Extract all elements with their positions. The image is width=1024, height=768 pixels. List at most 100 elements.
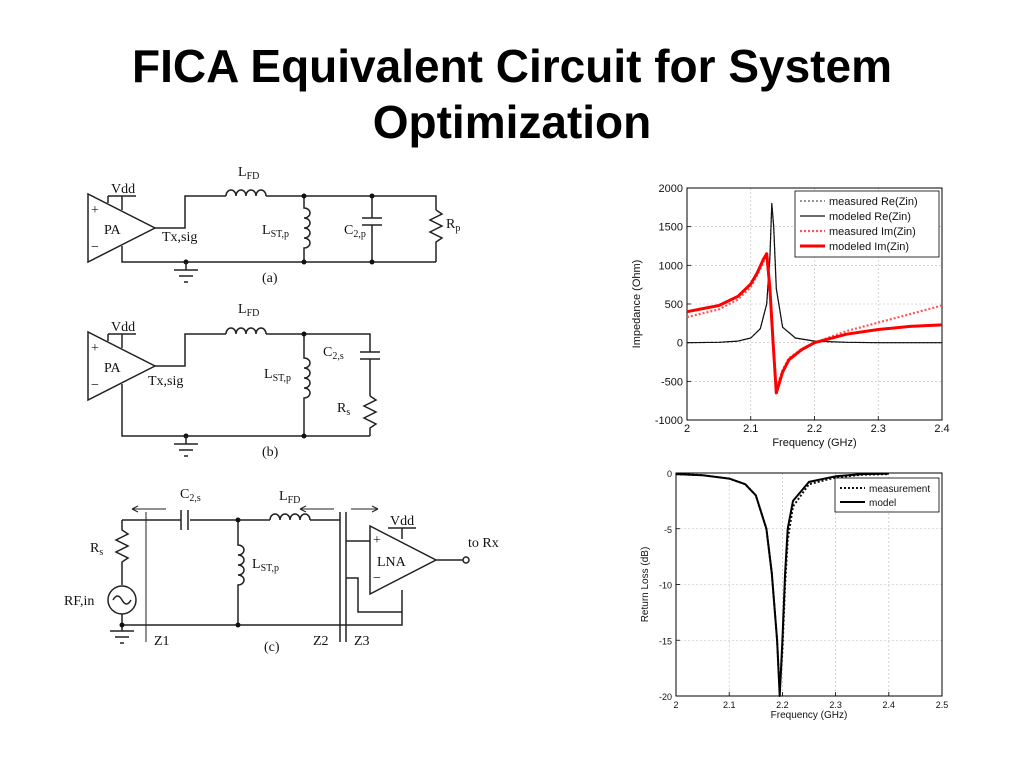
capacitor-c-c [180,510,189,530]
x-tick-label: 2.2 [776,700,789,710]
legend-entry: measured Im(Zin) [829,226,916,238]
legend-entry: measurement [869,484,930,495]
amp-label-b: PA [104,361,122,376]
resistor-rs-c [114,520,130,585]
y-tick-label: 1500 [659,222,683,234]
y-axis-label: Return Loss (dB) [640,547,651,623]
node-dot-c2 [235,622,241,628]
source-label-c: RF,in [64,594,94,609]
y-tick-label: 500 [665,299,683,311]
c-label-b: C2,s [323,345,344,362]
node-dot-b2 [301,433,307,439]
z2-arrow-icon [299,505,334,513]
node-dot-c1 [235,517,241,523]
z3-label: Z3 [354,634,370,649]
series-line-2 [686,256,943,391]
vdd-label-a: Vdd [111,182,135,197]
y-tick-label: -500 [661,376,683,388]
return-loss-chart: 2 2.1 2.2 2.3 2.4 2.5 -20 -15 -10 -5 0 Frequency (G… [640,469,949,721]
x-tick-label: 2.1 [723,700,736,710]
x-axis-label: Frequency (GHz) [771,710,848,721]
top-rail-a [266,195,437,210]
lna-amplifier [369,524,438,596]
pa-out-wire-a [155,195,226,229]
slide-title: FICA Equivalent Circuit for System Optim… [0,38,1024,150]
inductor-lst-c [237,520,245,625]
minus-label-b: − [91,378,99,393]
node-dot-a1 [301,193,307,199]
node-dot-a4 [369,259,375,265]
x-tick-label: 2.1 [743,423,758,435]
c-label-c: C2,s [180,487,201,504]
series-line-1 [686,202,942,344]
legend-entry: modeled Re(Zin) [829,211,911,223]
minus-label-c: − [373,571,381,586]
caption-c: (c) [264,640,280,655]
plot-frame [686,187,943,421]
inductor-lfd-b [225,327,267,335]
caption-a: (a) [262,271,278,286]
vdd-rail-c [388,527,416,539]
amp-label-c: LNA [377,555,407,570]
y-axis-label: Impedance (Ohm) [631,260,643,349]
top-rail-b [266,333,371,352]
series-line-3 [686,252,943,395]
rp-label-a: Rp [446,217,460,234]
ground-rail-a [121,246,436,263]
lfd-label-c: LFD [279,489,300,506]
y-tick-label: -1000 [655,415,683,427]
plus-label-a: + [91,203,99,218]
amp-label-a: PA [104,223,122,238]
output-terminal-icon [462,556,470,564]
ground-rail-c [121,590,403,626]
x-tick-label: 2.4 [934,423,949,435]
slide-title-line-1: FICA Equivalent Circuit for System [132,40,892,92]
circuit-b-group: Vdd + − PA Tx,sig LFD LST,p C2,s Rs (b) [87,302,380,460]
x-tick-label: 2.5 [936,700,949,710]
y-tick-label: 2000 [659,183,683,195]
x-tick-label: 2.3 [871,423,886,435]
z1-arrow-icon [131,505,166,513]
y-tick-label: -5 [664,525,672,535]
plot-frame [675,472,943,697]
z3-arrow-icon [351,505,379,513]
node-dot-b1 [301,331,307,337]
pa-amplifier-b [87,330,157,402]
x-tick-label: 2.2 [807,423,822,435]
minus-label-a: − [91,240,99,255]
y-tick-label: 1000 [659,260,683,272]
inductor-lfd-a [225,189,267,197]
node-label-a: Tx,sig [162,230,197,245]
lna-input-wires [346,540,402,613]
lst-label-a: LST,p [262,223,289,240]
resistor-rp-a [428,209,444,262]
legend-entry: model [869,498,896,509]
ground-rail-b [121,384,370,437]
transformer-bars [339,512,347,642]
x-tick-label: 2.4 [883,700,896,710]
vdd-rail-a [107,195,136,210]
y-tick-label: 0 [667,469,672,479]
capacitor-c-a [362,196,382,262]
lfd-label-b: LFD [238,302,259,319]
inductor-lst-b [303,334,311,436]
y-tick-label: -10 [659,581,672,591]
rs-label-b: Rs [337,401,350,418]
inductor-lst-a [303,196,311,262]
pa-out-wire-b [155,333,226,367]
rs-label-c: Rs [90,541,103,558]
resistor-rs-b [362,395,378,436]
ground-icon-a [174,262,198,283]
circuit-a-group: Vdd + − PA Tx,sig LFD LST,p C2,p Rp (a) [87,165,460,286]
sine-wave-icon [112,595,132,605]
vdd-label-b: Vdd [111,320,135,335]
ground-icon-b [174,436,198,457]
vdd-rail-b [107,333,136,348]
x-tick-label: 2 [673,700,678,710]
y-tick-label: 0 [677,338,683,350]
series-line-1 [675,472,889,697]
node-dot-c3 [119,622,125,628]
node-dot-a2 [369,193,375,199]
capacitor-c-b [360,351,380,396]
